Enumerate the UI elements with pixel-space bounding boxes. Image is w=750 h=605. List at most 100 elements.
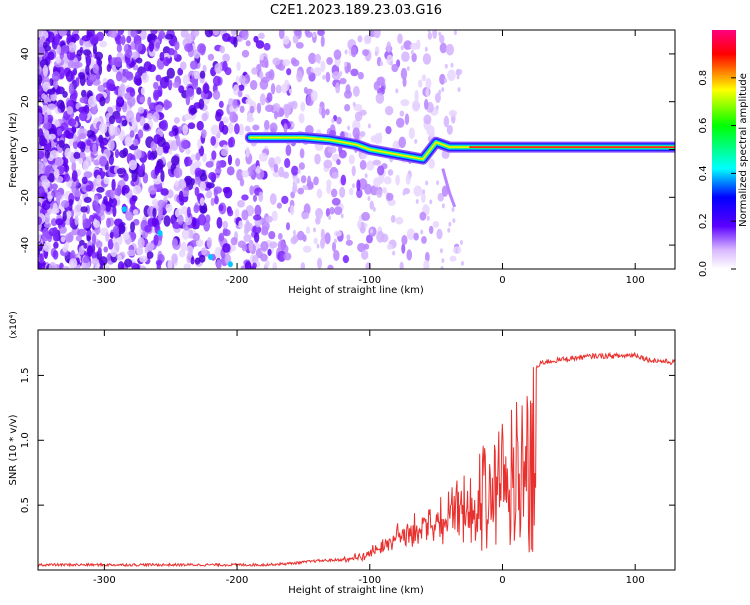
spectrogram-noise-cell	[124, 136, 133, 147]
spectrogram-noise-cell	[411, 99, 420, 112]
spectrogram-noise-cell	[406, 66, 410, 72]
spectrogram-noise-cell	[38, 150, 45, 160]
spectrogram-noise-cell	[360, 152, 368, 160]
spectrogram-noise-cell	[47, 233, 53, 243]
spectrogram-noise-cell	[38, 216, 43, 226]
spectrogram-noise-cell	[386, 41, 392, 53]
spectrogram-noise-cell	[291, 122, 295, 128]
spectrogram-noise-cell	[71, 170, 78, 183]
spectrogram-noise-cell	[89, 35, 99, 46]
spectrogram-noise-cell	[316, 188, 323, 199]
spectrogram-noise-cell	[38, 85, 44, 96]
spectrogram-noise-cell	[361, 249, 369, 260]
spectrogram-noise-cell	[73, 61, 83, 68]
spectrogram-noise-cell	[258, 152, 268, 162]
spectrogram-noise-cell	[367, 195, 371, 201]
spectrogram-noise-cell	[195, 152, 201, 161]
spectrogram-noise-cell	[247, 112, 253, 121]
spectrogram-noise-cell	[366, 160, 375, 171]
spectrogram-noise-cell	[331, 71, 341, 81]
spectrogram-noise-cell	[86, 235, 92, 242]
spectrogram-noise-cell	[174, 40, 180, 51]
spectrogram-noise-cell	[300, 175, 307, 184]
spectrogram-noise-cell	[131, 170, 138, 182]
spectrogram-noise-cell	[456, 74, 460, 80]
spectrogram-noise-cell	[436, 228, 443, 240]
spectrogram-noise-cell	[106, 64, 112, 72]
spectrogram-noise-cell	[245, 98, 253, 105]
spectrogram-noise-cell	[199, 197, 205, 206]
spectrogram-noise-cell	[218, 232, 225, 242]
spectrogram-noise-cell	[43, 121, 52, 130]
spectrogram-noise-cell	[77, 141, 86, 150]
spectrogram-noise-cell	[446, 124, 453, 135]
spectrogram-noise-cell	[435, 92, 441, 104]
spectrogram-noise-cell	[400, 67, 408, 80]
spectrogram-noise-cell	[191, 30, 200, 37]
spectrogram-noise-cell	[312, 32, 316, 38]
spectrogram-heatmap	[38, 30, 675, 269]
spectrogram-noise-cell	[317, 30, 325, 36]
spectrogram-x-tick-label: 0	[499, 275, 505, 286]
spectrogram-noise-cell	[107, 139, 115, 151]
spectrogram-noise-cell	[353, 103, 363, 112]
spectrogram-noise-cell	[196, 87, 202, 95]
spectrogram-noise-cell	[259, 79, 269, 90]
spectrogram-noise-cell	[62, 265, 70, 269]
spectrogram-noise-cell	[193, 71, 199, 80]
spectrogram-noise-cell	[193, 204, 200, 214]
spectrogram-noise-cell	[168, 148, 173, 155]
spectrogram-noise-cell	[158, 30, 166, 39]
snr-frame	[37, 329, 676, 571]
spectrogram-noise-cell	[121, 119, 128, 127]
spectrogram-noise-cell	[42, 81, 51, 92]
spectrogram-noise-cell	[306, 226, 311, 235]
spectrogram-noise-cell	[317, 257, 323, 269]
spectrogram-noise-cell	[287, 101, 296, 108]
spectrogram-noise-cell	[373, 81, 380, 91]
spectrogram-noise-cell	[224, 67, 232, 76]
spectrogram-noise-cell	[151, 217, 158, 227]
spectrogram-noise-cell	[244, 222, 253, 232]
snr-x-tick-label: 0	[499, 575, 505, 586]
spectrogram-noise-cell	[258, 191, 264, 203]
spectrogram-noise-cell	[60, 122, 69, 131]
spectrogram-noise-cell	[356, 179, 361, 192]
spectrogram-noise-cell	[160, 169, 165, 182]
spectrogram-noise-cell	[322, 74, 326, 80]
spectrogram-noise-cell	[84, 171, 93, 179]
spectrogram-noise-cell	[54, 34, 60, 46]
spectrogram-noise-cell	[281, 195, 289, 205]
spectrogram-noise-cell	[339, 186, 346, 198]
spectrogram-y-tick-label: 0	[20, 146, 31, 152]
spectrogram-noise-cell	[131, 122, 136, 130]
spectrogram-noise-cell	[344, 61, 348, 67]
spectrogram-noise-cell	[348, 154, 355, 165]
spectrogram-noise-cell	[365, 234, 373, 244]
spectrogram-noise-cell	[123, 172, 129, 182]
spectrogram-noise-cell	[153, 89, 160, 101]
spectrogram-noise-cell	[38, 67, 41, 77]
spectrogram-noise-cell	[395, 117, 405, 128]
spectrogram-noise-cell	[283, 252, 292, 261]
spectrogram-noise-cell	[179, 61, 187, 71]
spectrogram-noise-cell	[83, 196, 92, 203]
spectrogram-noise-cell	[181, 190, 190, 197]
spectrogram-noise-cell	[146, 112, 154, 120]
spectrogram-noise-cell	[370, 228, 374, 234]
spectrogram-noise-cell	[79, 74, 86, 87]
spectrogram-noise-cell	[85, 64, 90, 76]
spectrogram-noise-cell	[154, 165, 160, 176]
spectrogram-noise-cell	[173, 116, 180, 124]
spectrogram-noise-cell	[66, 210, 72, 219]
spectrogram-noise-cell	[190, 256, 195, 265]
spectrogram-noise-cell	[92, 63, 100, 74]
snr-x-ticks: -300 -200 -100 0 100	[93, 330, 645, 586]
spectrogram-noise-cell	[79, 239, 85, 246]
spectrogram-noise-cell	[269, 193, 277, 205]
spectrogram-noise-cell	[147, 150, 153, 161]
spectrogram-noise-cell	[66, 106, 74, 115]
spectrogram-noise-cell	[153, 234, 159, 246]
